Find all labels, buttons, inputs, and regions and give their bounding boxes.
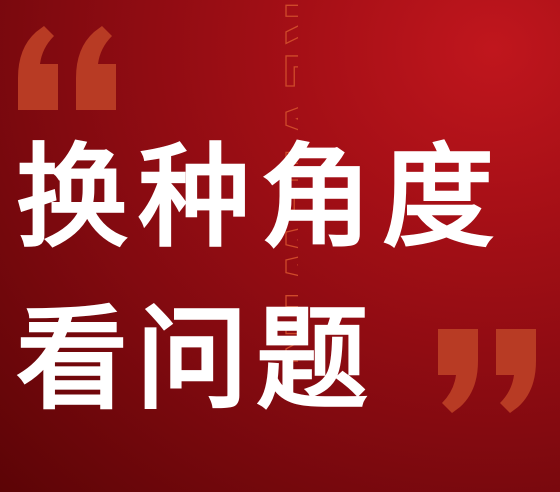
open-quote-mark-icon (18, 26, 116, 110)
background-outline-text: REVIEWIN (272, 0, 298, 372)
background-outline-word: REVIEWIN (248, 0, 298, 492)
close-quote-mark-icon (438, 329, 536, 413)
headline-line-1: 换种角度 (16, 133, 504, 263)
headline-line-2: 看问题 (16, 295, 376, 425)
